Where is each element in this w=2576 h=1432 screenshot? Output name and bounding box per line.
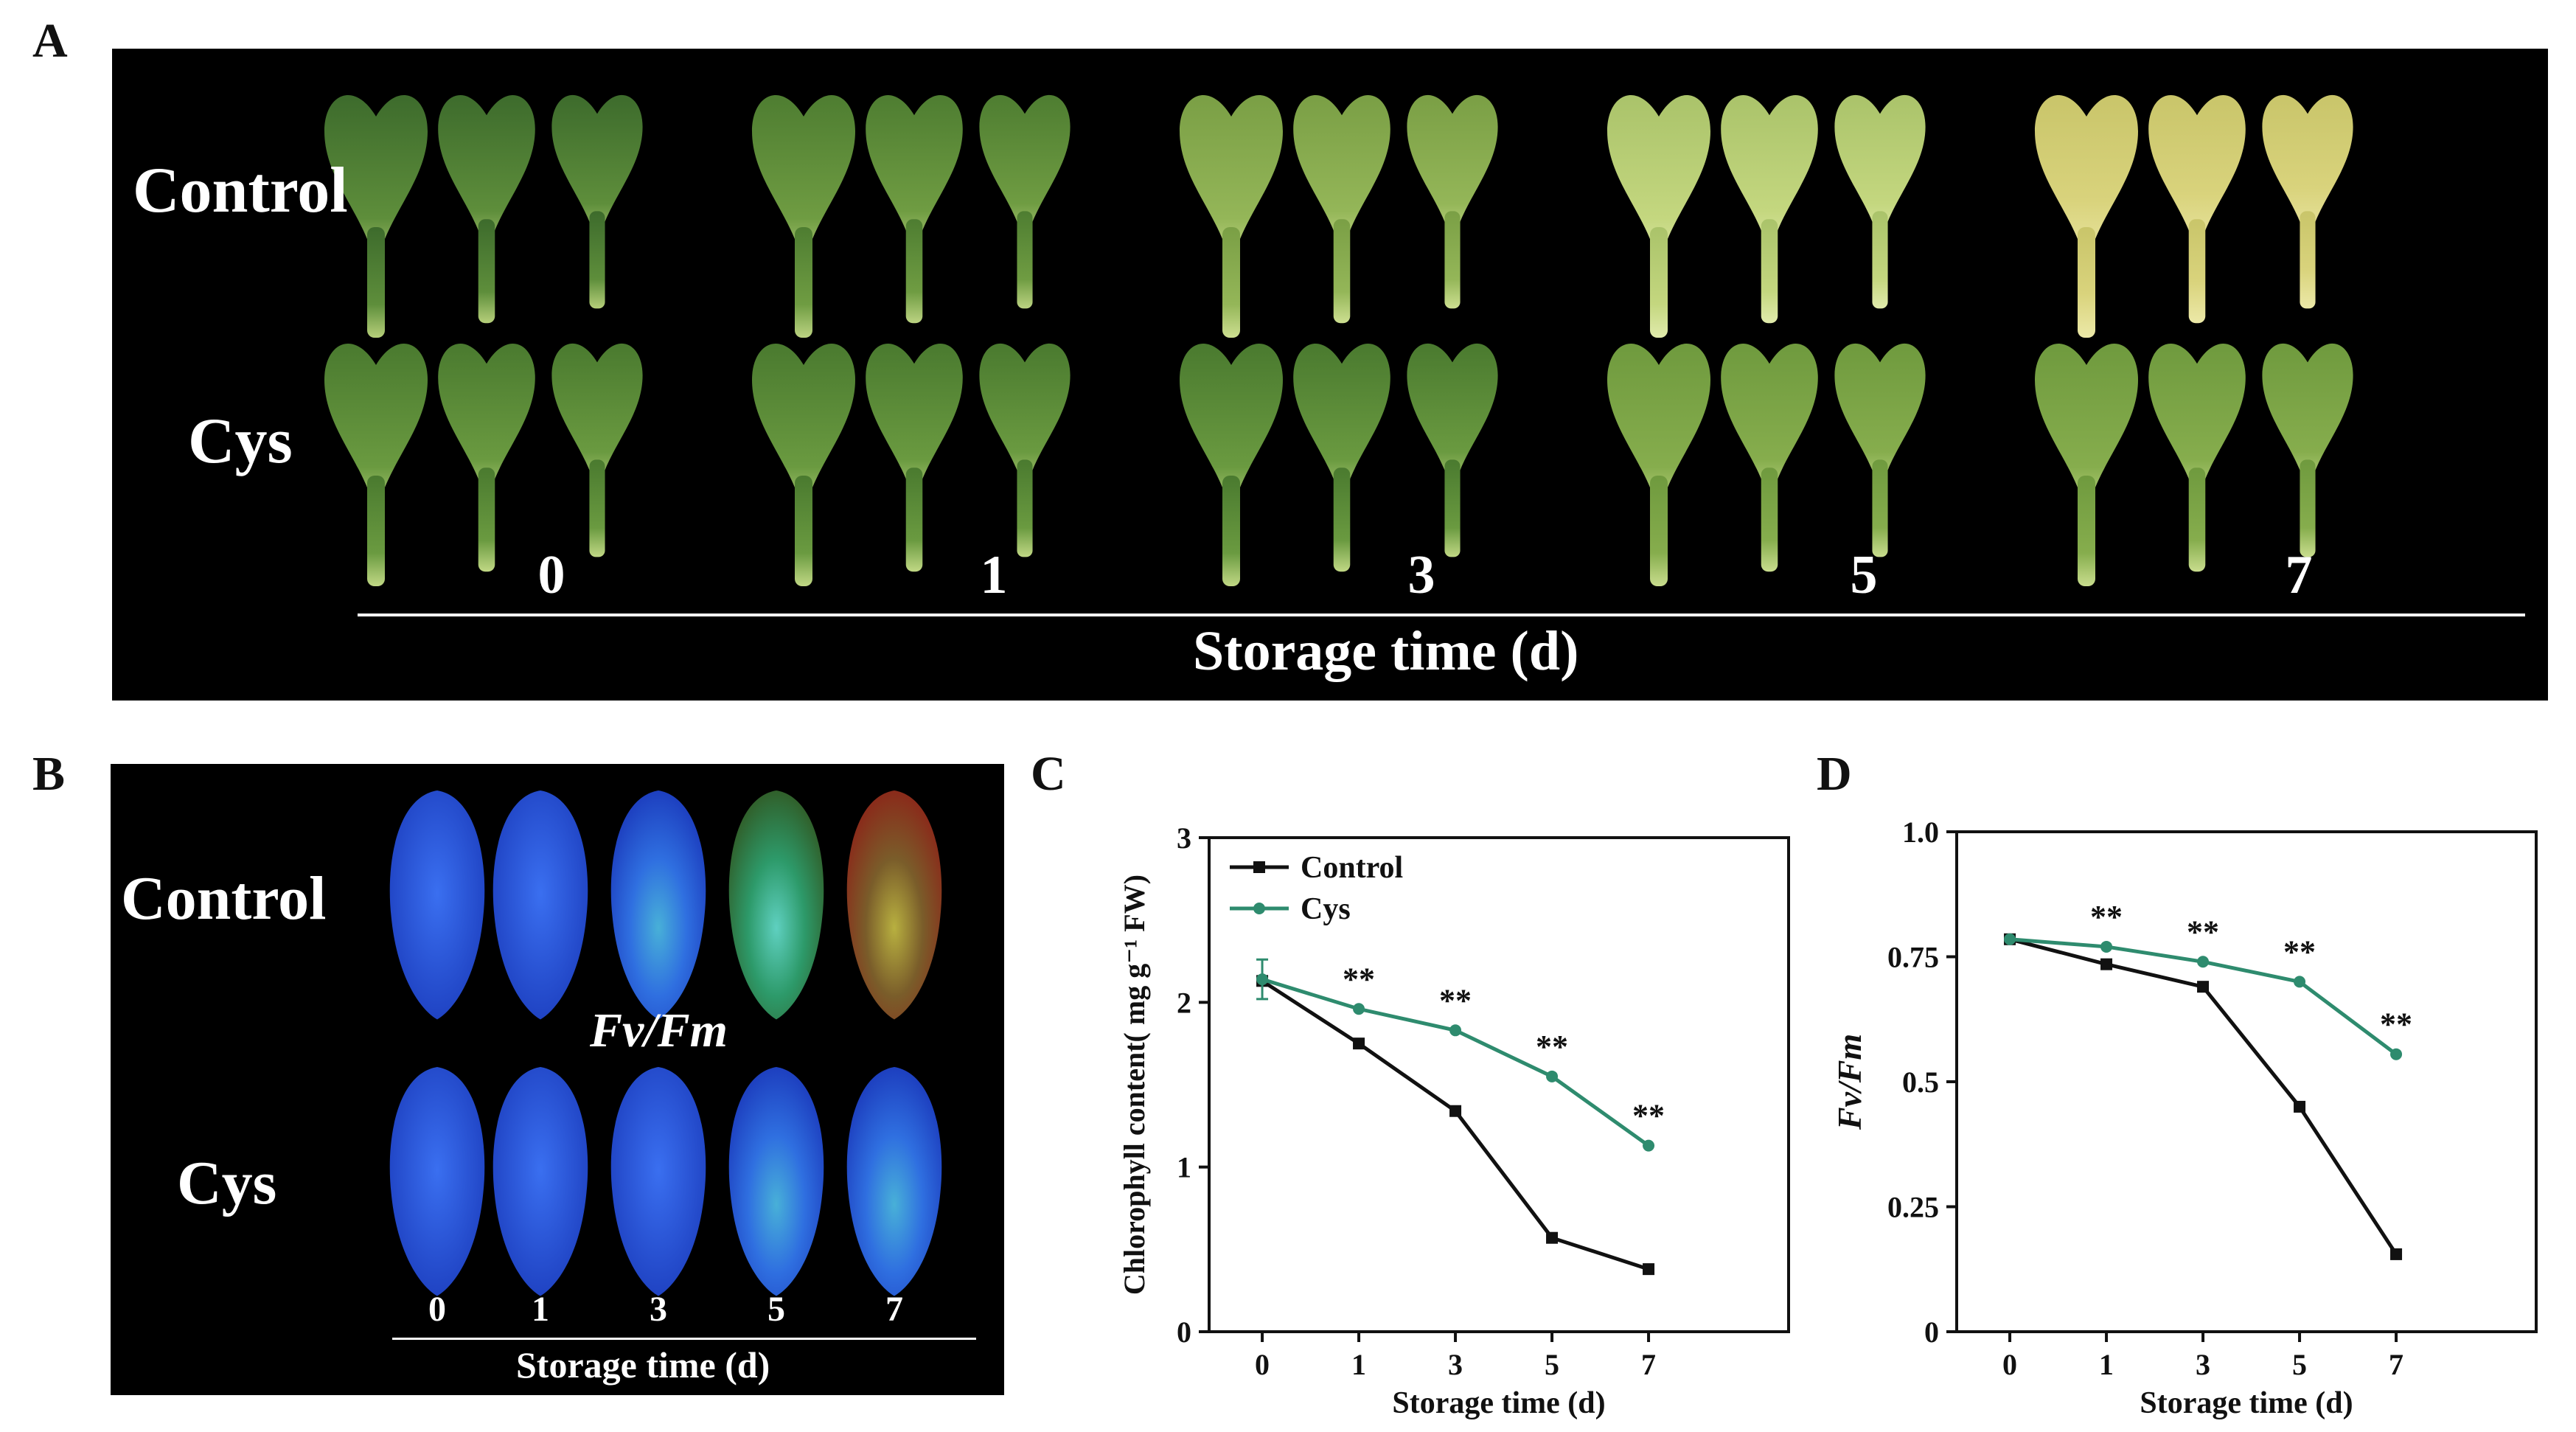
legend-label: Control: [1301, 851, 1403, 885]
data-point-cys: [2197, 956, 2210, 968]
significance-mark: **: [1343, 961, 1375, 997]
y-tick-label: 1: [1177, 1151, 1191, 1184]
panel-a-day-0: 0: [537, 545, 565, 605]
legend-label: Cys: [1301, 892, 1351, 926]
x-axis-title: Storage time (d): [2140, 1386, 2353, 1420]
y-tick-label: 3: [1177, 821, 1191, 855]
significance-mark: **: [2090, 899, 2123, 935]
x-tick-label: 1: [2099, 1348, 2114, 1381]
panel-b-fvfm-label: Fv/Fm: [590, 1004, 728, 1057]
panel-a-letter: A: [32, 14, 68, 68]
panel-d-letter: D: [1817, 747, 1852, 801]
panel-a-day-5: 5: [1850, 545, 1878, 605]
panel-a-day-7: 7: [2285, 545, 2313, 605]
panel-b-day-7: 7: [885, 1290, 903, 1329]
panel-b-row-label-cys: Cys: [177, 1149, 277, 1217]
data-point-control: [2294, 1100, 2306, 1113]
data-point-control: [1546, 1231, 1559, 1244]
x-tick-label: 3: [2196, 1348, 2210, 1381]
panel-a-axis-title: Storage time (d): [1193, 620, 1579, 682]
plot-frame: [1955, 830, 2538, 1333]
panel-b-letter: B: [32, 747, 66, 801]
x-tick-label: 0: [2002, 1348, 2017, 1381]
significance-mark: **: [1536, 1029, 1568, 1065]
panel-a-axis-rule: [358, 614, 2525, 616]
data-point-cys: [2100, 940, 2113, 953]
plot-frame: [1208, 836, 1790, 1333]
significance-mark: **: [2380, 1007, 2412, 1043]
panel-b-day-3: 3: [650, 1290, 667, 1329]
y-tick-label: 0.75: [1887, 941, 1939, 974]
data-point-cys: [1643, 1139, 1655, 1152]
x-tick-label: 7: [1641, 1348, 1656, 1381]
panel-a-day-3: 3: [1407, 545, 1435, 605]
y-tick-label: 0: [1924, 1315, 1939, 1349]
x-tick-label: 0: [1255, 1348, 1270, 1381]
panel-a-row-label-control: Control: [133, 155, 348, 226]
data-point-control: [1643, 1263, 1655, 1276]
y-axis-title: Chlorophyll content( mg g⁻¹ FW): [1118, 875, 1151, 1295]
data-point-control: [2197, 981, 2210, 993]
significance-mark: **: [2283, 934, 2316, 970]
data-point-control: [1449, 1105, 1462, 1117]
data-point-cys: [2004, 933, 2016, 945]
y-axis-title: Fv/Fm: [1831, 1034, 1868, 1130]
data-point-control: [2390, 1248, 2403, 1260]
data-point-cys: [1449, 1024, 1462, 1037]
data-point-control: [2100, 958, 2113, 970]
y-tick-label: 0.25: [1887, 1191, 1939, 1224]
legend-marker: [1253, 903, 1265, 914]
panel-c-letter: C: [1031, 747, 1066, 801]
significance-mark: **: [1439, 982, 1472, 1018]
panel-b-day-1: 1: [532, 1290, 549, 1329]
x-tick-label: 3: [1448, 1348, 1463, 1381]
panel-b-day-5: 5: [767, 1290, 785, 1329]
panel-a-row-label-cys: Cys: [188, 406, 293, 477]
data-point-control: [1353, 1037, 1365, 1050]
panel-a-day-1: 1: [980, 545, 1008, 605]
y-tick-label: 2: [1177, 986, 1191, 1019]
panel-b-axis-rule: [392, 1338, 976, 1340]
data-point-cys: [1546, 1070, 1559, 1082]
data-point-cys: [1353, 1003, 1365, 1015]
x-tick-label: 1: [1351, 1348, 1366, 1381]
x-tick-label: 5: [2292, 1348, 2307, 1381]
x-tick-label: 5: [1545, 1348, 1559, 1381]
y-tick-label: 0.5: [1902, 1066, 1939, 1099]
data-point-cys: [2294, 976, 2306, 988]
y-tick-label: 0: [1177, 1315, 1191, 1349]
x-axis-title: Storage time (d): [1392, 1386, 1605, 1420]
significance-mark: **: [2187, 914, 2219, 950]
y-tick-label: 1.0: [1902, 816, 1939, 849]
panel-b-axis-title: Storage time (d): [516, 1344, 770, 1386]
data-point-cys: [2390, 1048, 2403, 1060]
x-tick-label: 7: [2389, 1348, 2403, 1381]
legend-marker: [1253, 861, 1265, 873]
significance-mark: **: [1632, 1098, 1665, 1134]
panel-b-day-0: 0: [428, 1290, 446, 1329]
panel-b-row-label-control: Control: [121, 864, 327, 933]
